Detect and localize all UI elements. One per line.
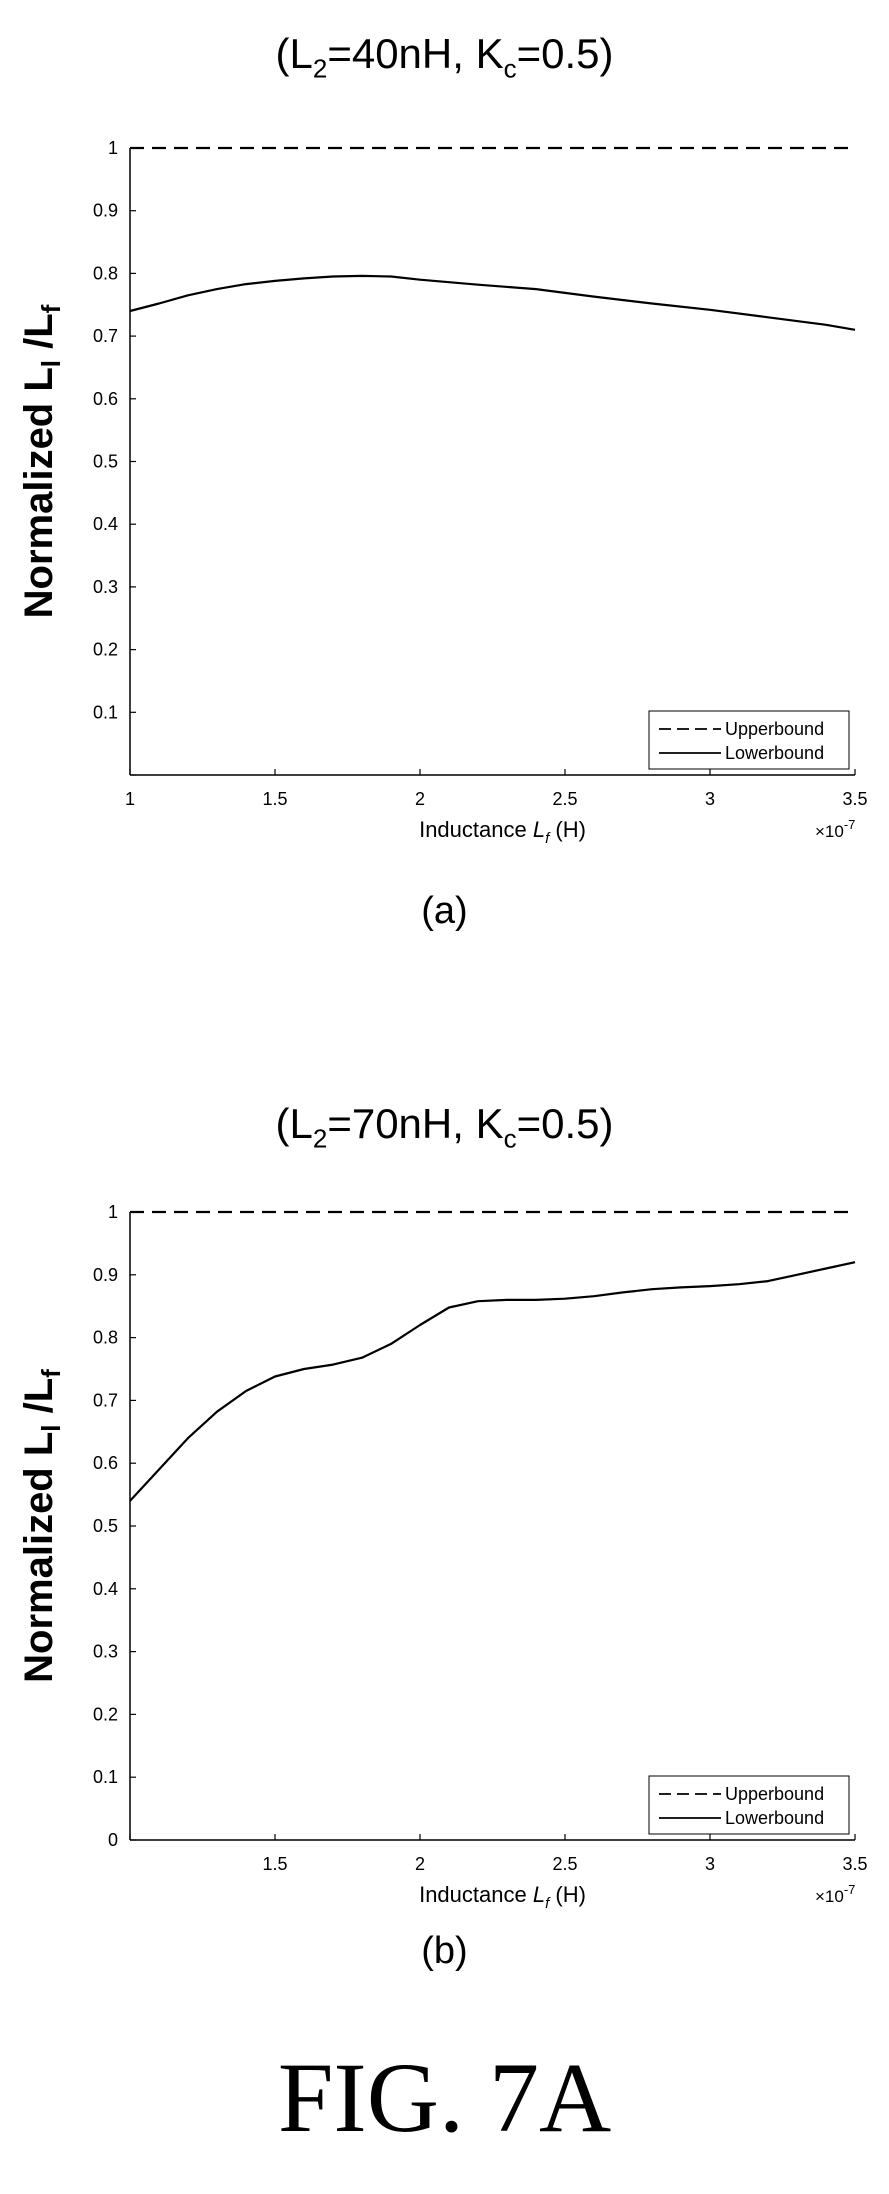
chart-panel-a: (L2=40nH, Kc=0.5) 0.1 0.2 0.3 0.4 0.5 0.6 0.7 0… — [0, 0, 889, 960]
x-tick-label: 2 — [415, 789, 425, 809]
y-tick-label: 0.1 — [93, 702, 118, 722]
x-tick-label: 2.5 — [552, 789, 577, 809]
y-tick-label: 0.5 — [93, 1516, 118, 1536]
legend-label: Upperbound — [725, 719, 824, 739]
x-tick-label: 2.5 — [552, 1854, 577, 1874]
y-tick-label: 0.3 — [93, 577, 118, 597]
y-tick-label: 0.8 — [93, 263, 118, 283]
chart-caption-a: (a) — [421, 890, 468, 932]
x-tick-label: 3 — [705, 1854, 715, 1874]
legend-box — [648, 1775, 850, 1835]
chart-title-a: (L2=40nH, Kc=0.5) — [275, 30, 614, 84]
legend-label: Lowerbound — [725, 1808, 824, 1828]
y-tick-label: 0 — [108, 1830, 118, 1850]
y-axis-label: Normalized Ll /Lf — [17, 304, 66, 618]
chart-panel-b: (L2=70nH, Kc=0.5) 0 0.1 0.2 0.3 0.4 0.5 0.6 0.7… — [0, 1090, 889, 2000]
y-tick-label: 0.6 — [93, 1453, 118, 1473]
y-tick-label: 0.6 — [93, 389, 118, 409]
series-line-lowerbound — [129, 1261, 856, 1502]
y-tick-label: 0.2 — [93, 640, 118, 660]
chart-svg-a: 0.1 0.2 0.3 0.4 0.5 0.6 0.7 0.8 0.9 1 1 1.5 2 2.5 3 3.5… — [17, 138, 868, 847]
x-axis-label: Inductance Lf (H) — [419, 1882, 586, 1912]
x-tick-label: 3.5 — [842, 789, 867, 809]
legend-label: Upperbound — [725, 1784, 824, 1804]
y-tick-label: 0.7 — [93, 326, 118, 346]
y-tick-label: 0.3 — [93, 1642, 118, 1662]
y-tick-label: 0.8 — [93, 1328, 118, 1348]
y-axis-label: Normalized Ll /Lf — [17, 1369, 66, 1683]
legend-label: Lowerbound — [725, 743, 824, 763]
chart-svg-b: 0 0.1 0.2 0.3 0.4 0.5 0.6 0.7 0.8 0.9 1 1.5 2 2.5 3 3.5… — [17, 1202, 868, 1912]
x-tick-label: 1.5 — [262, 789, 287, 809]
y-tick-label: 0.7 — [93, 1390, 118, 1410]
x-tick-label: 3 — [705, 789, 715, 809]
y-tick-label: 0.9 — [93, 201, 118, 221]
y-tick-label: 0.2 — [93, 1704, 118, 1724]
series-line-lowerbound — [129, 274, 856, 331]
x-tick-label: 1.5 — [262, 1854, 287, 1874]
legend: Upperbound Lowerbound — [648, 1775, 850, 1835]
x-tick-label: 3.5 — [842, 1854, 867, 1874]
y-tick-label: 1 — [108, 1202, 118, 1222]
y-tick-label: 0.4 — [93, 1579, 118, 1599]
x-scale-exponent: ×10-7 — [815, 1882, 855, 1906]
chart-title-b: (L2=70nH, Kc=0.5) — [275, 1100, 614, 1154]
x-tick-label: 2 — [415, 1854, 425, 1874]
figure-caption: FIG. 7A — [277, 2042, 612, 2153]
y-tick-label: 0.5 — [93, 452, 118, 472]
y-tick-label: 1 — [108, 138, 118, 158]
x-axis-label: Inductance Lf (H) — [419, 817, 586, 847]
legend-box — [648, 710, 850, 770]
y-tick-label: 0.1 — [93, 1767, 118, 1787]
y-tick-label: 0.9 — [93, 1265, 118, 1285]
chart-caption-b: (b) — [421, 1930, 468, 1972]
y-tick-label: 0.4 — [93, 514, 118, 534]
legend: Upperbound Lowerbound — [648, 710, 850, 770]
x-scale-exponent: ×10-7 — [815, 817, 855, 841]
x-tick-label: 1 — [125, 789, 135, 809]
